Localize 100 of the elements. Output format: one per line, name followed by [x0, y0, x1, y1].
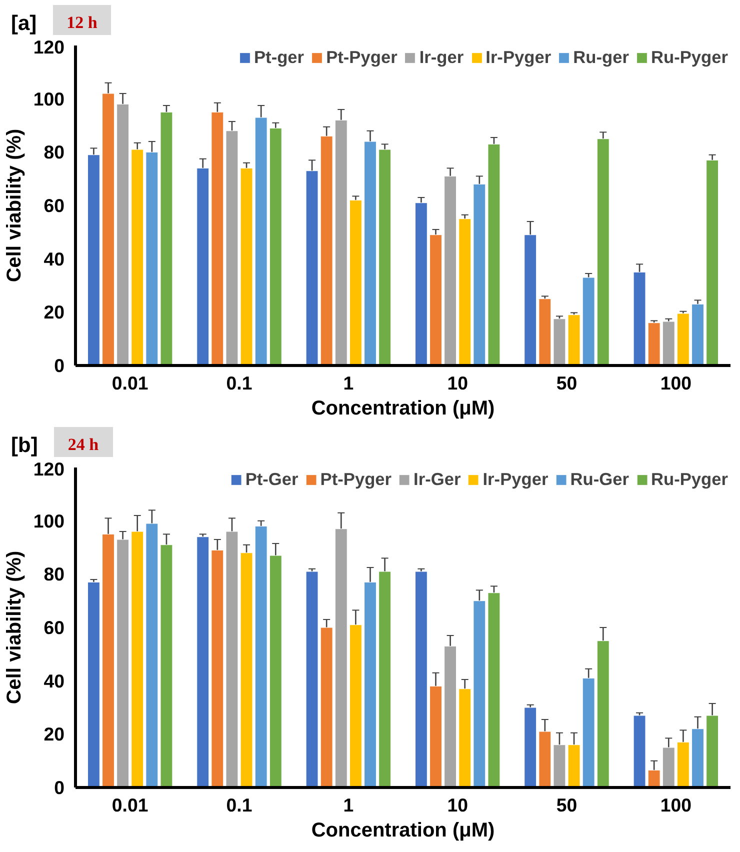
- x-axis-title: Concentration (μM): [311, 398, 495, 420]
- bar: [334, 528, 348, 788]
- legend-label: Pt-ger: [254, 47, 304, 68]
- bar: [364, 582, 376, 788]
- bar: [116, 539, 130, 788]
- bar: [146, 523, 158, 788]
- bar: [706, 160, 719, 366]
- legend-label: Ru-Pyger: [650, 47, 728, 68]
- y-tick-label: 40: [44, 248, 65, 270]
- bar: [662, 747, 675, 788]
- chart-title: [a]: [11, 12, 37, 35]
- bar: [131, 531, 144, 788]
- bar: [254, 117, 268, 366]
- bar: [378, 149, 392, 366]
- bar: [211, 550, 224, 788]
- bar: [160, 112, 173, 366]
- bar: [676, 742, 690, 788]
- bar: [254, 526, 268, 788]
- y-tick-label: 0: [54, 355, 65, 376]
- x-tick-label: 100: [660, 372, 692, 394]
- legend-label: Ir-ger: [419, 47, 464, 68]
- bar: [378, 571, 392, 788]
- x-tick-label: 1: [343, 794, 354, 816]
- bar: [306, 170, 318, 366]
- x-tick-label: 0.1: [226, 794, 252, 816]
- x-tick-label: 50: [556, 794, 578, 816]
- y-tick-label: 80: [44, 142, 65, 163]
- bar: [633, 272, 646, 366]
- x-axis-title: Concentration (μM): [311, 820, 495, 842]
- bar: [692, 304, 704, 366]
- chart-subtitle: 24 h: [68, 434, 99, 456]
- bar: [269, 128, 282, 366]
- bar: [538, 298, 552, 366]
- bar: [692, 728, 704, 788]
- bar: [662, 321, 675, 366]
- bar: [648, 770, 660, 788]
- chart-subtitle: 12 h: [66, 12, 98, 34]
- x-tick-label: 0.01: [112, 372, 148, 394]
- y-tick-label: 120: [33, 36, 65, 58]
- bar: [269, 555, 282, 788]
- x-tick-label: 1: [343, 372, 354, 394]
- bar: [582, 277, 595, 366]
- bar: [211, 112, 224, 366]
- bar: [706, 715, 719, 788]
- bar: [430, 234, 442, 366]
- y-axis-title: Cell viability (%): [3, 550, 26, 704]
- y-axis-title: Cell viability (%): [3, 128, 26, 282]
- bar: [473, 600, 486, 788]
- legend-label: Ir-Pyger: [486, 47, 552, 68]
- y-tick-label: 20: [44, 724, 65, 745]
- y-tick-label: 100: [33, 510, 65, 532]
- x-tick-label: 10: [447, 372, 468, 394]
- bar: [488, 592, 500, 788]
- bar: [146, 152, 158, 366]
- bar: [349, 200, 362, 366]
- x-tick-label: 10: [447, 794, 468, 816]
- bar: [320, 136, 333, 366]
- bar: [430, 686, 442, 788]
- bar: [582, 678, 595, 788]
- bar: [458, 688, 472, 788]
- y-tick-label: 40: [44, 670, 65, 692]
- y-tick-label: 80: [44, 564, 65, 585]
- bar: [87, 582, 100, 788]
- legend-label: Ru-ger: [573, 47, 629, 68]
- bar: [596, 640, 610, 788]
- legend-label: Pt-Pyger: [326, 47, 398, 68]
- bar: [414, 571, 428, 788]
- x-tick-label: 0.01: [112, 794, 148, 816]
- legend-label: Ru-Ger: [570, 469, 629, 490]
- legend-label: Ir-Ger: [414, 469, 461, 490]
- y-tick-label: 60: [44, 195, 65, 216]
- bar: [196, 536, 210, 788]
- bar: [538, 731, 552, 788]
- legend-label: Ru-Pyger: [650, 469, 728, 490]
- bar: [306, 571, 318, 788]
- bar: [102, 534, 114, 788]
- x-tick-label: 0.1: [226, 372, 252, 394]
- bar: [87, 154, 100, 366]
- chart-title: [b]: [11, 434, 38, 457]
- bar: [102, 93, 114, 366]
- bar: [633, 715, 646, 788]
- bar: [414, 202, 428, 366]
- x-tick-label: 100: [660, 794, 692, 816]
- y-tick-label: 0: [54, 777, 65, 798]
- y-tick-label: 120: [33, 458, 65, 480]
- bar: [648, 322, 660, 366]
- y-tick-label: 20: [44, 302, 65, 323]
- bar: [458, 218, 472, 366]
- bar: [524, 234, 537, 366]
- bar: [116, 104, 130, 366]
- bar: [473, 184, 486, 366]
- bar: [676, 313, 690, 366]
- legend-label: Pt-Ger: [245, 469, 298, 490]
- y-tick-label: 100: [33, 88, 65, 110]
- x-tick-label: 50: [556, 372, 578, 394]
- bar: [349, 624, 362, 788]
- bar: [334, 120, 348, 366]
- legend-label: Ir-Pyger: [482, 469, 548, 490]
- bar: [444, 646, 457, 788]
- bar: [131, 149, 144, 366]
